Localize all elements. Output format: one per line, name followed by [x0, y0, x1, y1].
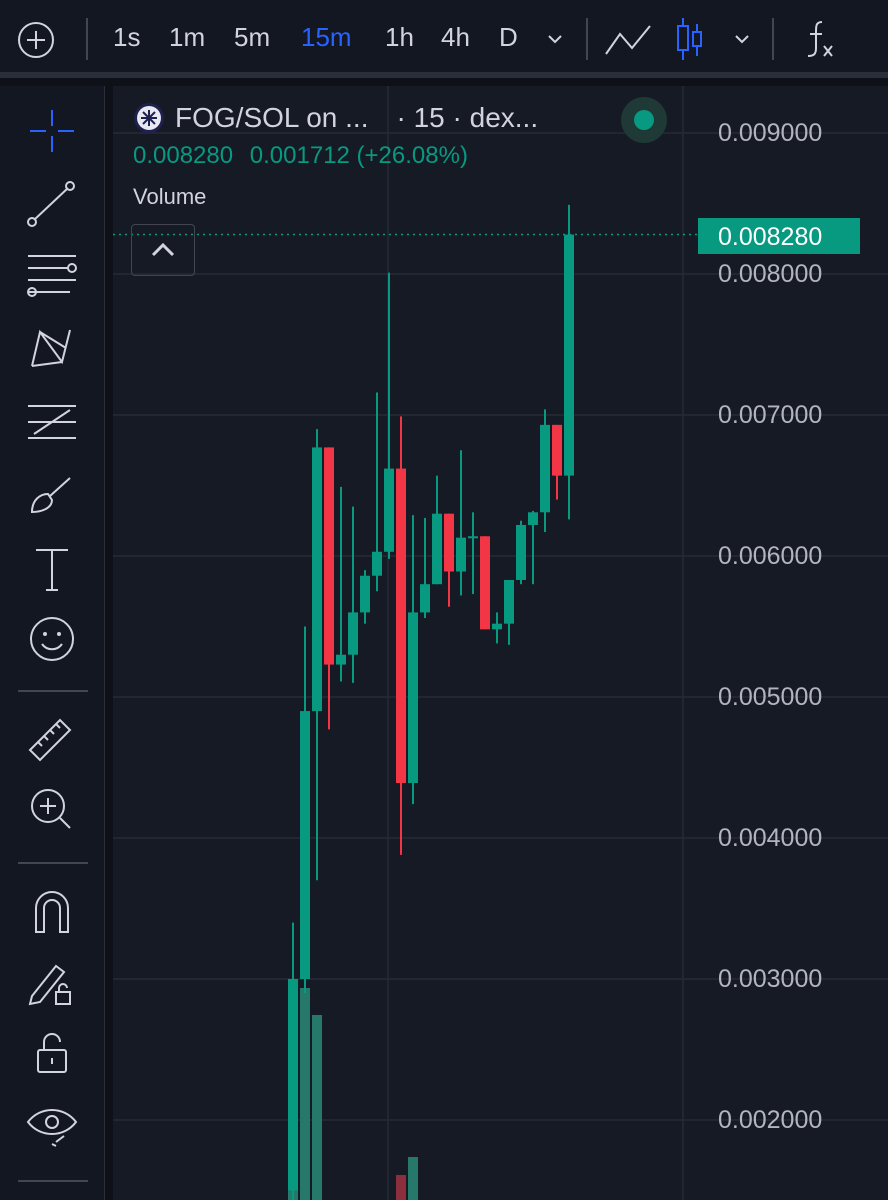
tool-fib[interactable] — [22, 398, 82, 448]
candle-body — [300, 711, 310, 979]
crosshair-icon — [30, 110, 74, 152]
tool-trend-line[interactable] — [22, 180, 82, 230]
chart-legend: FOG/SOL on ... · 15 · dex... 0.008280 0.… — [131, 102, 539, 276]
price-change: 0.001712 (+26.08%) — [249, 142, 468, 169]
timeframe-1m[interactable]: 1m — [169, 22, 206, 52]
tool-magnet[interactable] — [22, 886, 82, 936]
drawing-toolbar — [0, 86, 105, 1200]
price-tick-label: 0.008000 — [718, 260, 823, 288]
candle-body — [288, 979, 298, 1191]
candle-body — [456, 537, 466, 572]
live-indicator[interactable] — [621, 97, 667, 143]
horizontal-lines-icon — [27, 255, 77, 297]
chart-pane[interactable] — [113, 86, 888, 1200]
candle-body — [444, 513, 454, 572]
price-tick-label: 0.006000 — [718, 542, 823, 570]
price-chart[interactable] — [113, 86, 888, 1200]
tool-emoji[interactable] — [22, 614, 82, 664]
candle-body — [372, 551, 382, 576]
candle-body — [336, 654, 346, 665]
divider — [772, 18, 774, 60]
tool-brush[interactable] — [22, 470, 82, 520]
tool-horizontal-lines[interactable] — [22, 250, 82, 300]
tool-lock[interactable] — [22, 1028, 82, 1078]
divider — [18, 690, 88, 692]
zoom-in-icon — [31, 789, 71, 829]
tool-ruler[interactable] — [22, 714, 82, 764]
divider — [86, 18, 88, 60]
tool-pattern[interactable] — [22, 324, 82, 374]
candle-body — [564, 234, 574, 476]
text-icon — [36, 549, 68, 591]
candle-body — [348, 612, 358, 655]
trend-line-icon — [27, 181, 75, 227]
volume-bar — [312, 1015, 322, 1200]
price-tick-label: 0.004000 — [718, 824, 823, 852]
candle-body — [492, 623, 502, 630]
timeframe-15m[interactable]: 15m — [301, 22, 352, 52]
candle-body — [504, 579, 514, 624]
fib-icon — [28, 405, 76, 439]
top-toolbar: 1s 1m 5m 15m 1h 4h D — [0, 0, 888, 78]
lock-icon — [37, 1033, 67, 1073]
line-chart-icon[interactable] — [604, 22, 652, 58]
candle-body — [396, 468, 406, 784]
timeframe-4h[interactable]: 4h — [441, 22, 470, 52]
eye-icon — [26, 1109, 78, 1147]
timeframe-1h[interactable]: 1h — [385, 22, 414, 52]
candle-body — [516, 524, 526, 580]
symbol-name[interactable]: FOG/SOL on ... — [175, 102, 369, 133]
price-tick-label: 0.007000 — [718, 401, 823, 429]
timeframe-1s[interactable]: 1s — [113, 22, 141, 52]
chevron-down-icon[interactable] — [733, 32, 751, 46]
volume-bar — [396, 1175, 406, 1200]
tool-pencil-lock[interactable] — [22, 958, 82, 1008]
tool-zoom-in[interactable] — [22, 784, 82, 834]
token-logo-icon — [134, 103, 164, 133]
emoji-icon — [30, 617, 74, 661]
live-dot-icon — [634, 110, 654, 130]
candle-body — [324, 447, 334, 665]
candle-body — [384, 468, 394, 552]
divider — [18, 862, 88, 864]
collapse-legend-button[interactable] — [131, 224, 195, 276]
plus-circle-icon[interactable] — [16, 20, 56, 60]
price-tick-label: 0.003000 — [718, 965, 823, 993]
tool-crosshair[interactable] — [22, 106, 82, 156]
timeframe-5m[interactable]: 5m — [234, 22, 271, 52]
divider — [586, 18, 588, 60]
timeframe-d[interactable]: D — [499, 22, 518, 52]
function-icon[interactable] — [802, 18, 836, 60]
candles-icon[interactable] — [674, 16, 708, 62]
volume-label[interactable]: Volume — [133, 184, 207, 209]
candle-body — [408, 612, 418, 784]
tool-text[interactable] — [22, 544, 82, 594]
chevron-down-icon[interactable] — [546, 32, 564, 46]
candle-body — [432, 513, 442, 585]
last-price: 0.008280 — [133, 142, 234, 169]
candle-body — [312, 447, 322, 712]
candle-body — [552, 424, 562, 476]
magnet-icon — [35, 891, 69, 933]
price-tick-label: 0.002000 — [718, 1106, 823, 1134]
candle-body — [420, 584, 430, 613]
candle-body — [528, 512, 538, 525]
pattern-icon — [31, 329, 71, 367]
volume-bar — [300, 988, 310, 1200]
candle-body — [360, 575, 370, 613]
volume-bar — [408, 1157, 418, 1200]
candle-body — [480, 536, 490, 630]
divider — [18, 1180, 88, 1182]
price-tick-label: 0.009000 — [718, 119, 823, 147]
brush-icon — [30, 477, 71, 514]
last-price-label: 0.008280 — [698, 218, 860, 254]
tool-eye[interactable] — [22, 1098, 82, 1148]
symbol-interval: · 15 · dex... — [396, 102, 539, 133]
candle-body — [540, 424, 550, 513]
pencil-lock-icon — [28, 964, 71, 1006]
price-tick-label: 0.005000 — [718, 683, 823, 711]
candle-body — [468, 536, 478, 539]
chevron-up-icon — [151, 242, 175, 257]
ruler-icon — [28, 718, 72, 762]
